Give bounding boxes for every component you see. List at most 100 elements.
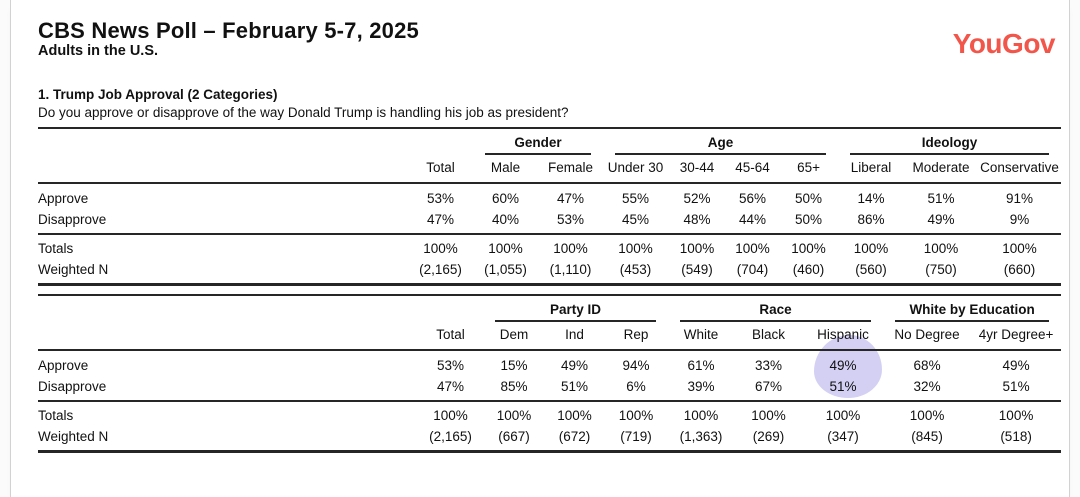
cell-value: 100% [803, 400, 884, 426]
column-header: Black [734, 322, 804, 351]
data-row: Disapprove 47% 85% 51% 6% 39% 67% 51% 32% 51% [38, 376, 1061, 401]
column-header: Male [473, 155, 538, 184]
column-header-row: Total Male Female Under 30 30-44 45-64 65+ Libe… [38, 155, 1062, 184]
group-header-label: Ideology [850, 135, 1050, 155]
cell-value: 100% [473, 233, 538, 259]
question-block: 1. Trump Job Approval (2 Categories) Do … [38, 87, 1038, 120]
cell-value: 50% [795, 212, 823, 227]
cell-value: 91% [1006, 191, 1034, 206]
cell-value: (2,165) [419, 262, 462, 277]
cell-value: 33% [755, 358, 783, 373]
cell-value: (1,363) [679, 429, 723, 444]
cell-value: (845) [911, 429, 943, 444]
crosstab-table-party-race-education: Party ID Race White by Education Total Dem In… [38, 294, 1062, 453]
column-header: Rep [604, 322, 669, 351]
cell-value: 45% [622, 212, 650, 227]
cell-value: 49% [927, 212, 955, 227]
column-header: 65+ [779, 155, 839, 184]
column-header: 30-44 [668, 155, 727, 184]
question-text: Do you approve or disapprove of the way … [38, 105, 569, 120]
group-header-spacer [38, 128, 473, 155]
row-label: Weighted N [38, 429, 109, 444]
column-header: Liberal [838, 155, 905, 184]
column-header: Dem [483, 322, 545, 351]
cell-value: 100% [978, 233, 1062, 259]
cell-value: 100% [483, 400, 545, 426]
cell-value: 9% [1009, 212, 1030, 227]
group-header: Gender [473, 128, 603, 155]
cell-value: 100% [726, 233, 780, 259]
cell-value: 50% [795, 191, 823, 206]
column-header: Hispanic [803, 322, 884, 351]
cell-value: 100% [418, 400, 483, 426]
row-label: Disapprove [38, 212, 107, 227]
data-row: Disapprove 47% 40% 53% 45% 48% 44% 50% 86% 49% 9% [38, 209, 1061, 234]
cell-value: (660) [1003, 262, 1036, 277]
cell-value: 100% [838, 233, 905, 259]
footer-row: Totals 100% 100% 100% 100% 100% 100% 100% 100% 10… [38, 400, 1062, 426]
group-header: Party ID [483, 295, 668, 322]
cell-value: 53% [436, 358, 465, 373]
column-header-spacer [38, 322, 418, 351]
cell-value: 100% [971, 400, 1062, 426]
cell-value: (1,055) [484, 262, 527, 277]
page-title: CBS News Poll – February 5-7, 2025 [38, 18, 419, 43]
cell-value: 47% [426, 212, 455, 227]
yougov-logo: YouGov [952, 28, 1056, 59]
cell-value: (704) [736, 262, 769, 277]
group-header-row: Gender Age Ideology [38, 128, 1061, 155]
cell-value: (460) [792, 262, 825, 277]
cell-value: 51% [829, 379, 857, 394]
cell-value: (347) [827, 429, 859, 444]
cell-value: 100% [883, 400, 972, 426]
column-header: Moderate [904, 155, 979, 184]
column-header-spacer [38, 155, 408, 184]
group-header-row: Party ID Race White by Education [38, 295, 1061, 322]
cell-value: 53% [556, 212, 585, 227]
cell-value: 67% [755, 379, 783, 394]
column-header: White [668, 322, 735, 351]
group-header-label: White by Education [895, 302, 1050, 322]
cell-value: 51% [927, 191, 955, 206]
cell-value: 100% [603, 233, 669, 259]
column-header-row: Total Dem Ind Rep White Black Hispanic No Degre… [38, 322, 1062, 351]
cell-value: 100% [408, 233, 473, 259]
column-header: Under 30 [603, 155, 669, 184]
cell-value: 51% [560, 379, 589, 394]
group-header: White by Education [883, 295, 1061, 322]
cell-value: 51% [1002, 379, 1030, 394]
cell-value: 53% [426, 191, 455, 206]
cell-value: (518) [1000, 429, 1032, 444]
row-label: Approve [38, 191, 89, 206]
cell-value: 15% [500, 358, 528, 373]
cell-value: (269) [752, 429, 785, 444]
cell-value: 44% [739, 212, 767, 227]
group-header-label: Age [615, 135, 827, 155]
column-header: Ind [545, 322, 604, 351]
column-header: Total [418, 322, 483, 351]
cell-value: 48% [683, 212, 711, 227]
cell-value: (750) [925, 262, 957, 277]
cell-value: 49% [1002, 358, 1030, 373]
cell-value: 100% [668, 400, 735, 426]
group-header: Age [603, 128, 838, 155]
footer-row: Totals 100% 100% 100% 100% 100% 100% 100% 100% 10… [38, 233, 1062, 259]
cell-value: 86% [857, 212, 885, 227]
group-header-spacer [38, 295, 483, 322]
row-label: Weighted N [38, 262, 109, 277]
column-header: Conservative [978, 155, 1062, 184]
cell-value: 49% [560, 358, 589, 373]
row-label: Approve [38, 358, 89, 373]
column-header: No Degree [883, 322, 972, 351]
cell-value: (667) [498, 429, 530, 444]
cell-value: (672) [558, 429, 591, 444]
group-header-label: Race [680, 302, 872, 322]
row-label: Disapprove [38, 379, 107, 394]
cell-value: 100% [604, 400, 669, 426]
cell-value: (1,110) [549, 262, 592, 277]
cell-value: 68% [913, 358, 941, 373]
column-header: Female [538, 155, 604, 184]
group-header: Ideology [838, 128, 1061, 155]
cell-value: (2,165) [429, 429, 472, 444]
cell-value: (560) [855, 262, 887, 277]
